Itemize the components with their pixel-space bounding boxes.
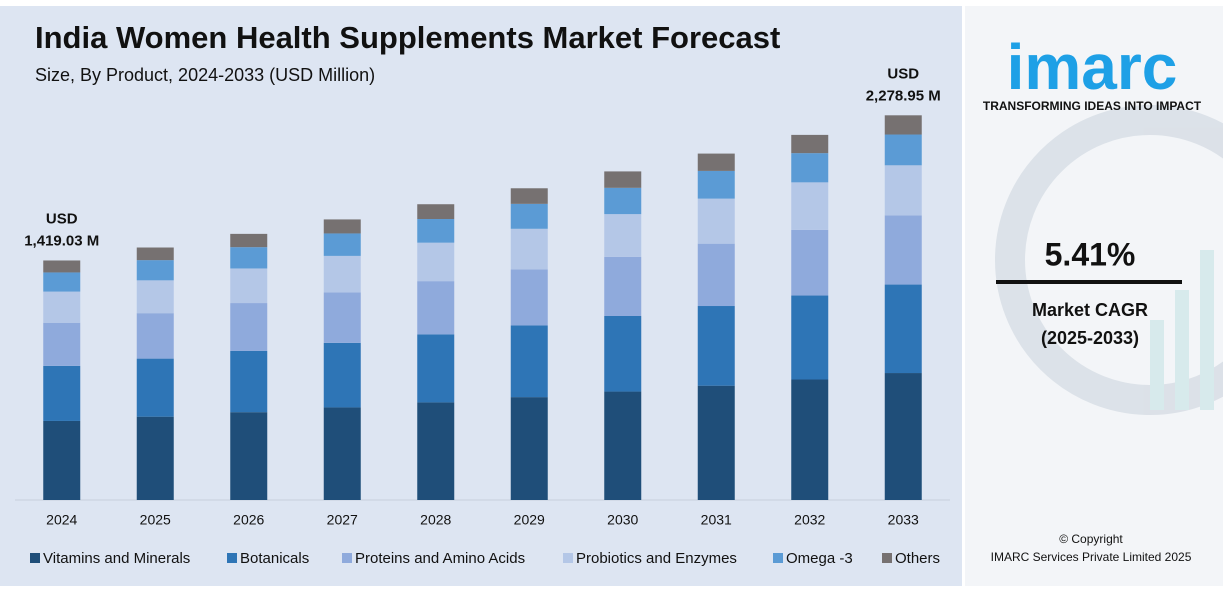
bar-segment [43,272,81,292]
x-tick-label: 2028 [420,512,451,528]
x-tick-label: 2031 [701,512,732,528]
bar-segment [136,313,174,359]
cagr-label: Market CAGR [1032,300,1148,320]
bar-segment [697,198,735,244]
bar-segment [43,365,81,421]
bar-segment [791,134,829,154]
bar-segment [791,153,829,183]
bar-segment [510,228,548,270]
bar-segment [230,350,268,413]
bar-segment [697,170,735,199]
legend-swatch [882,553,892,563]
bar-segment [417,219,455,243]
bar-segment [604,391,642,500]
legend-label: Vitamins and Minerals [43,550,190,567]
bar-segment [43,420,81,500]
bar-segment [230,233,268,248]
x-tick-label: 2029 [514,512,545,528]
legend-swatch [773,553,783,563]
legend-swatch [30,553,40,563]
bar-segment [884,115,922,135]
bar-segment [136,247,174,261]
legend-label: Botanicals [240,550,309,567]
bar-segment [791,229,829,296]
legend-label: Others [895,550,940,567]
total-label: 2,278.95 M [866,87,941,104]
bar-segment [510,203,548,229]
bar-segment [323,292,361,343]
bar-segment [136,260,174,281]
bar-segment [884,215,922,285]
bar-segment [697,243,735,307]
legend-swatch [342,553,352,563]
bar-segment [791,295,829,380]
x-tick-label: 2024 [46,512,77,528]
bar-segment [884,134,922,166]
bar-segment [43,322,81,366]
bar-segment [136,280,174,314]
bar-segment [43,291,81,323]
bar-segment [417,242,455,282]
bar-segment [230,303,268,351]
cagr-value: 5.41% [1045,236,1136,272]
bar-segment [230,247,268,269]
bar-segment [510,269,548,326]
bar-segment [604,315,642,392]
bar-segment [697,306,735,386]
copyright: © Copyright [1059,532,1123,546]
sidebar-background [965,6,1223,586]
bar-segment [510,325,548,398]
bar-segment [417,204,455,220]
bar-segment [417,334,455,403]
bar-segment [697,385,735,500]
bar-segment [323,342,361,408]
bar-segment [791,379,829,500]
bar-segment [697,153,735,171]
legend-label: Proteins and Amino Acids [355,550,525,567]
bar-segment [604,171,642,188]
bar-segment [417,402,455,500]
x-tick-label: 2026 [233,512,264,528]
bar-segment [136,358,174,417]
bar-segment [604,214,642,257]
bar-segment [323,219,361,234]
bar-segment [884,165,922,216]
legend-label: Omega -3 [786,550,853,567]
bar-segment [323,255,361,293]
bar-segment [604,187,642,215]
bar-segment [510,188,548,204]
company: IMARC Services Private Limited 2025 [991,550,1192,564]
x-tick-label: 2033 [888,512,919,528]
cagr-period: (2025-2033) [1041,328,1139,348]
bar-segment [791,182,829,230]
total-label: 1,419.03 M [24,232,99,249]
bar-segment [230,412,268,500]
bar-segment [323,407,361,500]
bar-segment [417,281,455,335]
bar-segment [604,256,642,316]
bar-segment [323,233,361,256]
tagline: TRANSFORMING IDEAS INTO IMPACT [983,99,1202,113]
bar-segment [510,397,548,500]
legend-swatch [563,553,573,563]
sidebar-decoration [995,105,1223,415]
x-tick-label: 2032 [794,512,825,528]
legend-swatch [227,553,237,563]
logo: imarc [1007,31,1178,103]
bar-segment [230,268,268,304]
bar-segment [884,373,922,500]
x-tick-label: 2027 [327,512,358,528]
x-tick-label: 2030 [607,512,638,528]
x-tick-label: 2025 [140,512,171,528]
total-unit: USD [46,210,78,227]
total-unit: USD [887,65,919,82]
chart-title: India Women Health Supplements Market Fo… [35,20,780,55]
legend-label: Probiotics and Enzymes [576,550,737,567]
bar-segment [43,260,81,273]
bar-segment [884,284,922,374]
chart-subtitle: Size, By Product, 2024-2033 (USD Million… [35,65,375,85]
bar-segment [136,416,174,500]
